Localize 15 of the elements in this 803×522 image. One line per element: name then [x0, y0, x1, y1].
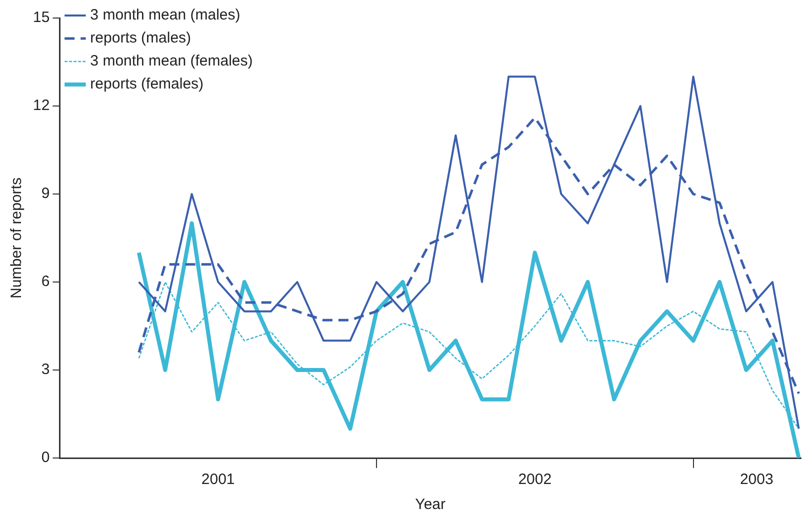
x-axis-title: Year — [415, 496, 446, 514]
y-tick-label: 12 — [32, 97, 50, 114]
legend-label: 3 month mean (males) — [90, 6, 240, 24]
x-tick-label: 2003 — [740, 471, 774, 488]
x-tick-label: 2001 — [201, 471, 235, 488]
y-axis-title: Number of reports — [8, 178, 26, 298]
y-tick-label: 3 — [41, 361, 50, 378]
x-tick-label: 2002 — [518, 471, 552, 488]
y-tick-label: 9 — [41, 185, 50, 202]
y-tick-label: 15 — [32, 9, 50, 26]
y-tick-label: 6 — [41, 273, 50, 290]
y-tick-label: 0 — [41, 449, 50, 466]
legend-label: reports (females) — [90, 76, 204, 93]
legend-label: 3 month mean (females) — [90, 52, 253, 70]
legend-label: reports (males) — [90, 30, 192, 47]
